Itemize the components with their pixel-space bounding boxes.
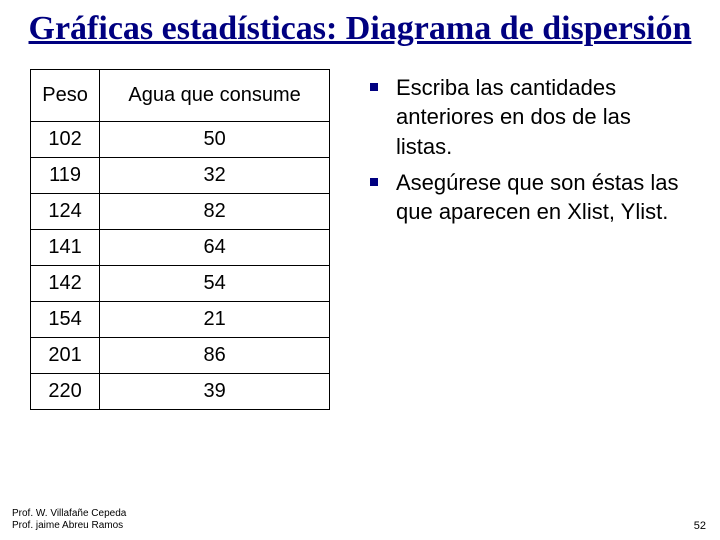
slide-title: Gráficas estadísticas: Diagrama de dispe… xyxy=(29,10,692,47)
list-item: Escriba las cantidades anteriores en dos… xyxy=(370,73,690,162)
table-header-agua: Agua que consume xyxy=(100,69,330,121)
cell: 86 xyxy=(100,337,330,373)
table-row: 20186 xyxy=(31,337,330,373)
table-header-peso: Peso xyxy=(31,69,100,121)
cell: 124 xyxy=(31,193,100,229)
table-row: 10250 xyxy=(31,121,330,157)
table-container: Peso Agua que consume 10250 11932 12482 … xyxy=(30,69,330,410)
cell: 50 xyxy=(100,121,330,157)
cell: 119 xyxy=(31,157,100,193)
table-row: 12482 xyxy=(31,193,330,229)
table-row: 14164 xyxy=(31,229,330,265)
square-bullet-icon xyxy=(370,178,378,186)
table-row: 14254 xyxy=(31,265,330,301)
cell: 39 xyxy=(100,373,330,409)
table-row: 11932 xyxy=(31,157,330,193)
table-row: 22039 xyxy=(31,373,330,409)
square-bullet-icon xyxy=(370,83,378,91)
list-item: Asegúrese que son éstas las que aparecen… xyxy=(370,168,690,227)
cell: 142 xyxy=(31,265,100,301)
footer-line2: Prof. jaime Abreu Ramos xyxy=(12,520,126,532)
cell: 220 xyxy=(31,373,100,409)
cell: 54 xyxy=(100,265,330,301)
bullet-text: Asegúrese que son éstas las que aparecen… xyxy=(396,168,690,227)
bullet-text: Escriba las cantidades anteriores en dos… xyxy=(396,73,690,162)
footer-authors: Prof. W. Villafañe Cepeda Prof. jaime Ab… xyxy=(12,508,126,532)
table-row: 15421 xyxy=(31,301,330,337)
cell: 21 xyxy=(100,301,330,337)
cell: 154 xyxy=(31,301,100,337)
content-area: Peso Agua que consume 10250 11932 12482 … xyxy=(0,51,720,410)
slide-title-container: Gráficas estadísticas: Diagrama de dispe… xyxy=(0,0,720,51)
cell: 64 xyxy=(100,229,330,265)
cell: 141 xyxy=(31,229,100,265)
footer-line1: Prof. W. Villafañe Cepeda xyxy=(12,508,126,520)
cell: 102 xyxy=(31,121,100,157)
bullet-list: Escriba las cantidades anteriores en dos… xyxy=(370,69,690,410)
cell: 32 xyxy=(100,157,330,193)
page-number: 52 xyxy=(694,520,706,532)
cell: 201 xyxy=(31,337,100,373)
data-table: Peso Agua que consume 10250 11932 12482 … xyxy=(30,69,330,410)
cell: 82 xyxy=(100,193,330,229)
